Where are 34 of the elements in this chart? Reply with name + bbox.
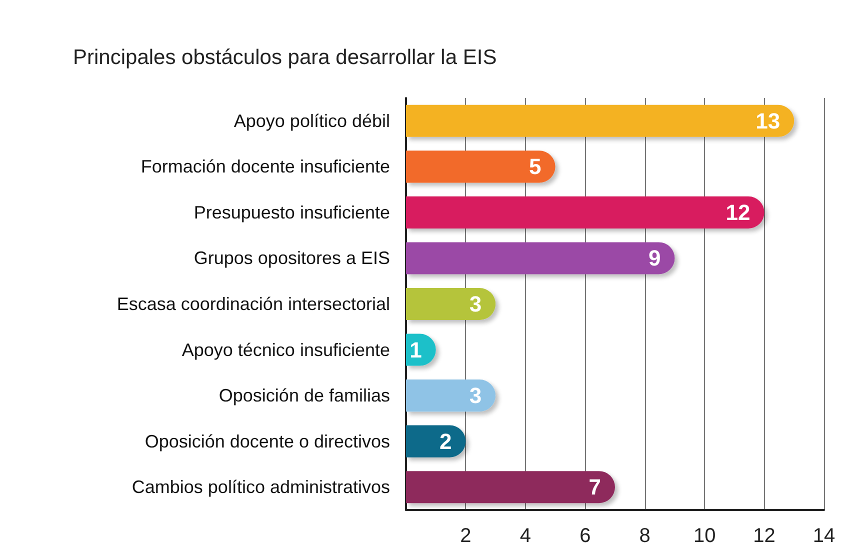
x-tick-label: 4 [520, 525, 531, 547]
x-tick-label: 10 [693, 525, 716, 547]
bar [406, 196, 764, 228]
x-tick-label: 12 [753, 525, 776, 547]
y-tick-label: Formación docente insuficiente [140, 156, 390, 177]
y-tick-label: Escasa coordinación intersectorial [116, 294, 390, 314]
bar [406, 288, 496, 320]
x-tick-label: 14 [812, 525, 836, 547]
data-label: 1 [410, 337, 422, 362]
bar [406, 425, 466, 458]
bar [406, 471, 615, 504]
y-tick-label: Grupos opositores a EIS [194, 248, 390, 268]
bar [406, 242, 675, 274]
data-label: 13 [756, 108, 780, 134]
data-label: 12 [726, 200, 750, 225]
data-label: 3 [469, 292, 482, 316]
y-tick-label: Oposición de familias [218, 386, 390, 406]
y-tick-label: Apoyo político débil [234, 110, 390, 131]
x-tick-label: 2 [460, 525, 472, 547]
y-tick-label: Apoyo técnico insuficiente [182, 340, 390, 360]
data-label: 5 [529, 154, 542, 180]
y-tick-label: Presupuesto insuficiente [194, 202, 390, 222]
y-tick-label: Cambios político administrativos [132, 477, 390, 498]
bar [406, 104, 794, 137]
data-label: 3 [469, 383, 482, 408]
x-tick-label: 6 [580, 525, 591, 547]
data-label: 2 [439, 428, 452, 454]
bar [406, 150, 556, 183]
bar [406, 380, 496, 412]
data-label: 7 [588, 474, 601, 500]
data-label: 9 [648, 246, 661, 271]
y-tick-label: Oposición docente o directivos [144, 431, 390, 452]
x-tick-label: 8 [639, 525, 650, 547]
chart-title: Principales obstáculos para desarrollar la EIS [73, 46, 497, 69]
